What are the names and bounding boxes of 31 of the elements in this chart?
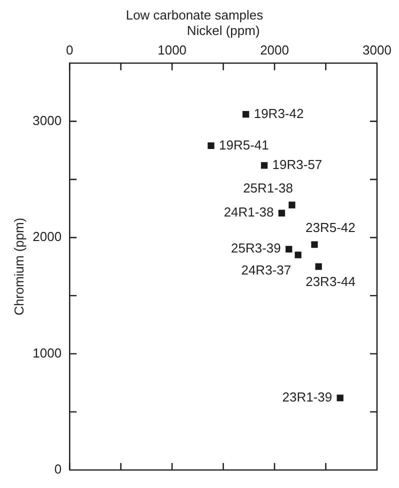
annotation: 25R1-38 — [243, 180, 293, 196]
annotation: 23R5-42 — [305, 220, 356, 236]
point — [208, 142, 214, 150]
y-tick-label: 1000 — [32, 345, 62, 360]
x-axis-title: Nickel (ppm) — [186, 22, 260, 38]
annotation: 24R3-37 — [241, 262, 292, 278]
y-tick-label: 0 — [54, 462, 62, 477]
point — [336, 394, 344, 402]
x-tick-label: 1000 — [158, 42, 187, 58]
point — [288, 202, 296, 208]
x-tick-label: 2000 — [260, 42, 289, 58]
annotation: 19R3-57 — [272, 157, 322, 172]
point — [286, 246, 292, 252]
point — [278, 210, 286, 216]
annotation: 25R3-39 — [231, 240, 281, 256]
annotation: 23R1-39 — [282, 390, 332, 405]
x-tick-label: 0 — [66, 42, 74, 58]
annotation: 19R5-41 — [219, 137, 269, 152]
y-tick-label: 3000 — [32, 112, 62, 128]
chart-title: Low carbonate samples — [126, 7, 264, 22]
annotation: 24R1-38 — [224, 204, 274, 220]
point — [294, 252, 302, 258]
point — [260, 162, 268, 169]
point — [315, 263, 322, 270]
annotation: 23R3-44 — [306, 274, 356, 290]
x-tick-label: 3000 — [362, 42, 392, 58]
point — [311, 241, 318, 248]
y-tick-label: 2000 — [32, 229, 62, 244]
point — [242, 111, 250, 118]
annotation: 19R3-42 — [254, 106, 304, 121]
y-axis-title: Chromium (ppm) — [11, 218, 26, 316]
